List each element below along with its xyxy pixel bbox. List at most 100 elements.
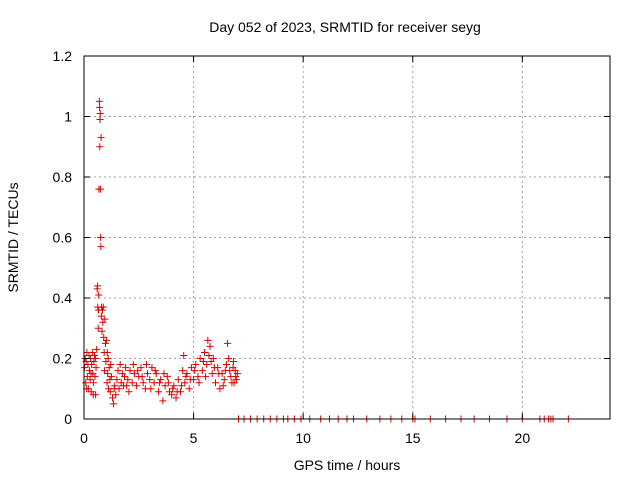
data-point <box>194 373 202 381</box>
x-tick-label: 0 <box>80 430 88 446</box>
data-point <box>114 367 122 375</box>
data-point <box>180 351 188 359</box>
data-point <box>116 361 124 369</box>
data-point <box>129 361 137 369</box>
data-point <box>222 361 230 369</box>
data-point <box>173 388 181 396</box>
data-point <box>94 306 102 314</box>
data-point <box>92 364 100 372</box>
data-point <box>219 382 227 390</box>
data-point <box>168 391 176 399</box>
data-point <box>226 367 234 375</box>
data-point <box>216 385 224 393</box>
data-point <box>133 382 141 390</box>
data-point <box>123 382 131 390</box>
data-point <box>185 385 193 393</box>
data-point <box>91 373 99 381</box>
data-point <box>170 382 178 390</box>
data-point <box>186 376 194 384</box>
data-point <box>126 367 134 375</box>
axis-ticks: 0 0.2 0.4 0.6 0.8 1 1.2 0 5 10 15 20 <box>53 48 610 446</box>
data-point <box>160 370 168 378</box>
y-tick-label: 0.2 <box>53 351 73 367</box>
data-point <box>87 370 95 378</box>
data-point <box>85 367 93 375</box>
data-point <box>209 355 217 362</box>
data-point <box>101 339 109 347</box>
data-point <box>105 364 113 372</box>
data-point <box>138 373 146 381</box>
data-point <box>215 370 223 378</box>
data-point <box>181 379 189 387</box>
data-point <box>220 376 228 384</box>
data-point <box>130 370 138 378</box>
data-point <box>203 361 211 369</box>
data-point <box>96 185 104 193</box>
plot-frame <box>83 55 611 420</box>
data-point <box>107 373 115 381</box>
y-tick-label: 1 <box>64 109 72 125</box>
data-point <box>204 336 212 344</box>
data-point <box>107 361 115 369</box>
data-point <box>101 315 109 323</box>
data-point <box>212 379 219 387</box>
data-point <box>104 370 112 378</box>
data-point <box>178 382 186 390</box>
data-point <box>91 351 99 359</box>
y-tick-label: 0.8 <box>53 169 73 185</box>
data-point <box>169 385 177 393</box>
data-points <box>80 97 572 423</box>
data-point <box>82 379 90 387</box>
data-point <box>90 358 98 366</box>
data-point <box>112 391 120 399</box>
data-point <box>152 370 160 378</box>
data-point <box>98 327 106 335</box>
data-point <box>95 97 103 105</box>
data-point <box>206 342 214 350</box>
data-point <box>94 324 102 332</box>
y-axis-title: SRMTID / TECUs <box>5 182 21 292</box>
data-point <box>106 376 114 384</box>
data-point <box>96 109 104 117</box>
data-point <box>102 336 110 344</box>
data-point <box>172 394 180 402</box>
x-tick-label: 10 <box>295 430 311 446</box>
data-point <box>134 367 142 375</box>
data-point <box>104 355 112 362</box>
data-point <box>125 388 133 396</box>
data-point <box>205 351 213 359</box>
data-point <box>86 376 94 384</box>
data-point <box>99 303 107 311</box>
y-tick-label: 1.2 <box>53 48 73 64</box>
data-point <box>192 361 200 369</box>
data-point <box>229 358 237 366</box>
data-point <box>164 379 172 387</box>
data-point <box>89 379 97 387</box>
data-point <box>97 134 105 142</box>
data-point <box>108 394 116 402</box>
data-point <box>233 370 241 378</box>
data-point <box>142 361 150 369</box>
data-point <box>97 312 105 320</box>
data-point <box>161 382 169 390</box>
data-point <box>91 355 99 362</box>
data-point <box>199 358 207 366</box>
data-point <box>195 379 203 387</box>
data-point <box>121 373 129 381</box>
data-point <box>137 364 145 372</box>
data-point <box>96 116 104 124</box>
data-point <box>94 282 102 290</box>
data-point <box>124 376 132 384</box>
data-point <box>97 243 105 251</box>
data-point <box>93 345 101 353</box>
data-point <box>210 364 218 372</box>
data-point <box>201 348 209 356</box>
data-point <box>97 234 105 241</box>
data-point <box>96 103 104 111</box>
data-point <box>151 367 159 375</box>
data-point <box>225 355 233 362</box>
data-point <box>183 370 191 378</box>
data-point <box>187 364 195 372</box>
data-point <box>96 143 104 151</box>
